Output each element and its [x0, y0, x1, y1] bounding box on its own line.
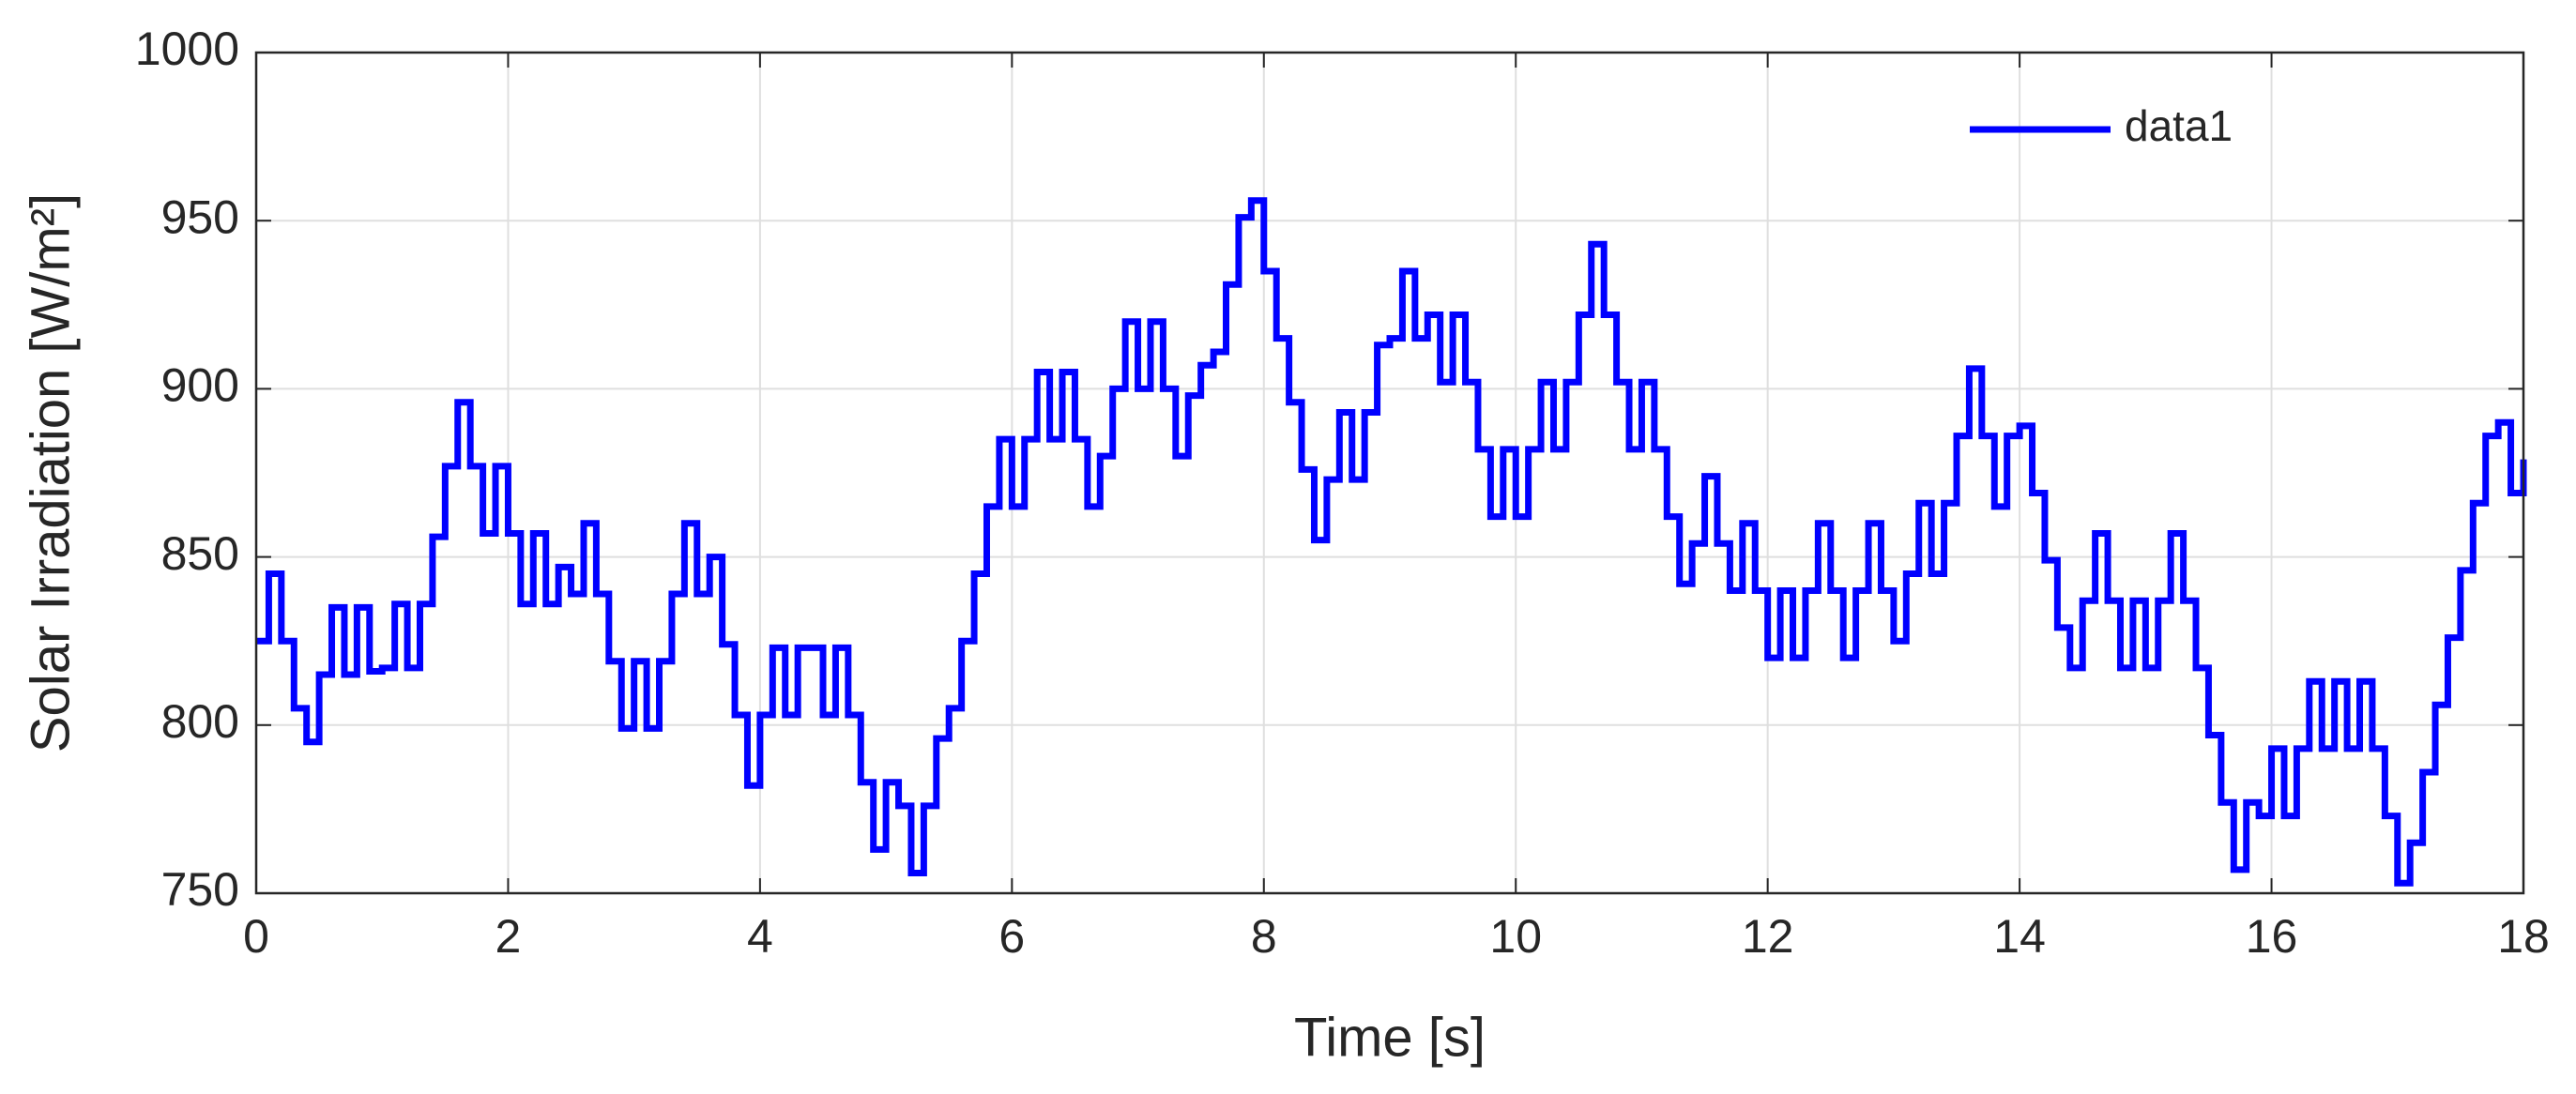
- y-tick-label: 800: [161, 695, 239, 748]
- y-tick-label: 1000: [135, 23, 239, 75]
- x-tick-label: 12: [1742, 910, 1794, 963]
- y-tick-label: 850: [161, 527, 239, 580]
- legend-label: data1: [2125, 101, 2233, 150]
- y-tick-label: 950: [161, 190, 239, 243]
- plot-frame: [254, 51, 2525, 895]
- legend: data1: [1970, 101, 2233, 150]
- x-tick-label: 18: [2497, 910, 2550, 963]
- x-tick-label: 4: [747, 910, 773, 963]
- y-tick-label: 900: [161, 359, 239, 412]
- x-tick-label: 10: [1489, 910, 1542, 963]
- x-tick-label: 2: [495, 910, 522, 963]
- x-tick-label: 6: [998, 910, 1025, 963]
- y-axis-label: Solar Irradiation [W/m²]: [20, 193, 81, 752]
- x-axis-label: Time [s]: [1294, 1007, 1486, 1068]
- x-tick-label: 14: [1993, 910, 2046, 963]
- x-tick-label: 8: [1251, 910, 1277, 963]
- x-tick-label: 0: [243, 910, 269, 963]
- data-line: [256, 197, 2527, 887]
- x-tick-label: 16: [2246, 910, 2298, 963]
- y-tick-label: 750: [161, 863, 239, 916]
